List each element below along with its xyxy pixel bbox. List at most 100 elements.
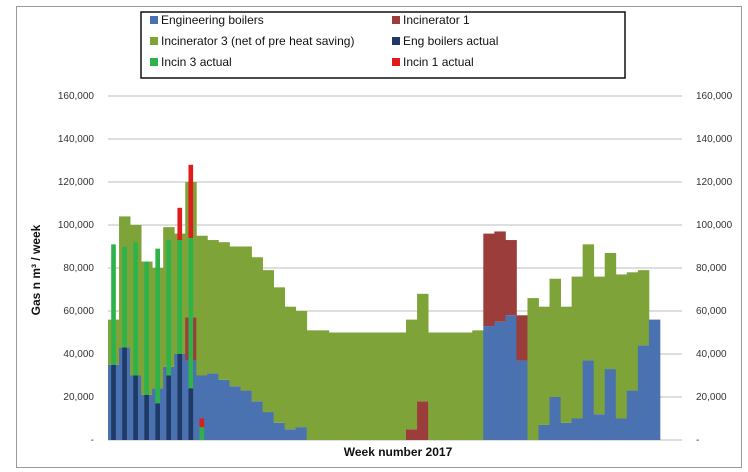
actual-bar-segment <box>144 394 149 440</box>
bar-segment <box>549 278 561 397</box>
bar-segment <box>593 414 606 440</box>
bar-segment <box>483 233 495 327</box>
bar-segment <box>626 390 639 440</box>
bars-layer <box>108 164 661 440</box>
bar-segment <box>648 319 661 440</box>
bar-segment <box>251 401 263 440</box>
bar-segment <box>538 306 550 425</box>
bar-segment <box>472 330 484 440</box>
actual-bar-segment <box>122 347 127 440</box>
y-tick-label-left: 40,000 <box>63 349 94 360</box>
bar-segment <box>516 315 528 361</box>
bar-segment <box>251 257 263 402</box>
actual-bar-segment <box>155 403 160 440</box>
bar-segment <box>538 424 550 440</box>
legend-swatch <box>150 58 158 66</box>
bar-segment <box>273 422 286 440</box>
bar-segment <box>229 246 241 387</box>
legend-label: Incin 1 actual <box>403 55 474 69</box>
y-tick-label-right: 40,000 <box>696 349 727 360</box>
bar-segment <box>229 386 241 440</box>
actual-bar-segment <box>133 242 138 376</box>
bar-segment <box>571 418 584 440</box>
y-tick-label-right: 160,000 <box>696 91 733 102</box>
bar-segment <box>240 390 252 440</box>
actual-bar-segment <box>177 240 183 354</box>
bar-segment <box>626 272 639 391</box>
legend-label: Eng boilers actual <box>403 34 498 48</box>
y-tick-label-left: 60,000 <box>63 306 94 317</box>
legend-label: Incin 3 actual <box>161 55 232 69</box>
bar-segment <box>582 360 595 440</box>
actual-bar-segment <box>144 261 149 395</box>
actual-bar-segment <box>166 375 172 440</box>
bar-segment <box>549 397 561 440</box>
bar-segment <box>527 298 539 440</box>
actual-bar-segment <box>177 207 183 241</box>
bar-segment <box>240 246 252 391</box>
actual-bar-segment <box>122 246 127 348</box>
bar-segment <box>196 235 208 376</box>
bar-segment <box>218 242 230 380</box>
bar-segment <box>350 332 363 440</box>
bar-segment <box>505 315 517 440</box>
bar-segment <box>273 287 286 423</box>
y-tick-label-right: 140,000 <box>696 134 733 145</box>
bar-segment <box>262 270 274 413</box>
y-tick-label-left: 160,000 <box>58 91 95 102</box>
bar-segment <box>516 360 528 440</box>
bar-segment <box>615 274 628 419</box>
bar-segment <box>417 293 429 402</box>
bar-segment <box>372 332 385 440</box>
actual-bar-segment <box>111 244 116 365</box>
bar-segment <box>295 311 308 428</box>
y-axis-title: Gas n m³ / week <box>29 224 43 315</box>
actual-bar-segment <box>188 388 194 440</box>
x-axis-title: Week number 2017 <box>344 445 453 459</box>
actual-bar-segment <box>199 427 205 440</box>
bar-segment <box>196 375 208 440</box>
legend-swatch <box>392 37 400 45</box>
axis-layer: - - 20,000 20,000 40,000 40,000 60,000 60,000 80… <box>58 91 733 446</box>
actual-bar-segment <box>111 364 116 440</box>
bar-segment <box>339 332 352 440</box>
actual-bar-segment <box>155 248 160 404</box>
bar-segment <box>494 231 506 322</box>
y-tick-label-right: 60,000 <box>696 306 727 317</box>
bar-segment <box>306 330 319 440</box>
bar-segment <box>604 369 617 440</box>
bar-segment <box>593 276 606 415</box>
bar-segment <box>417 401 429 440</box>
bar-segment <box>395 332 407 440</box>
bar-segment <box>505 240 517 316</box>
y-tick-label-left: 20,000 <box>63 392 94 403</box>
bar-segment <box>604 252 617 370</box>
bar-segment <box>461 332 473 440</box>
bar-segment <box>406 319 418 430</box>
bar-segment <box>406 429 418 440</box>
bar-segment <box>284 306 297 430</box>
y-tick-label-left: - <box>91 435 94 446</box>
legend-swatch <box>392 16 400 24</box>
bar-segment <box>571 276 584 419</box>
y-tick-label-left: 100,000 <box>58 220 95 231</box>
bar-segment <box>637 345 650 440</box>
bar-segment <box>637 270 650 346</box>
bar-segment <box>560 306 573 423</box>
bar-segment <box>207 240 219 374</box>
actual-bar-segment <box>199 418 205 428</box>
y-tick-label-right: 80,000 <box>696 263 727 274</box>
y-tick-label-left: 120,000 <box>58 177 95 188</box>
y-tick-label-right: - <box>696 435 699 446</box>
bar-segment <box>483 326 495 440</box>
bar-segment <box>383 332 396 440</box>
y-tick-label-right: 20,000 <box>696 392 727 403</box>
legend-label: Incinerator 1 <box>403 13 470 27</box>
bar-segment <box>439 332 451 440</box>
legend: Engineering boilers Incinerator 1 Incinera… <box>140 11 626 79</box>
bar-segment <box>328 332 341 440</box>
bar-segment <box>428 332 440 440</box>
bar-segment <box>560 422 573 440</box>
legend-label: Engineering boilers <box>161 13 264 27</box>
